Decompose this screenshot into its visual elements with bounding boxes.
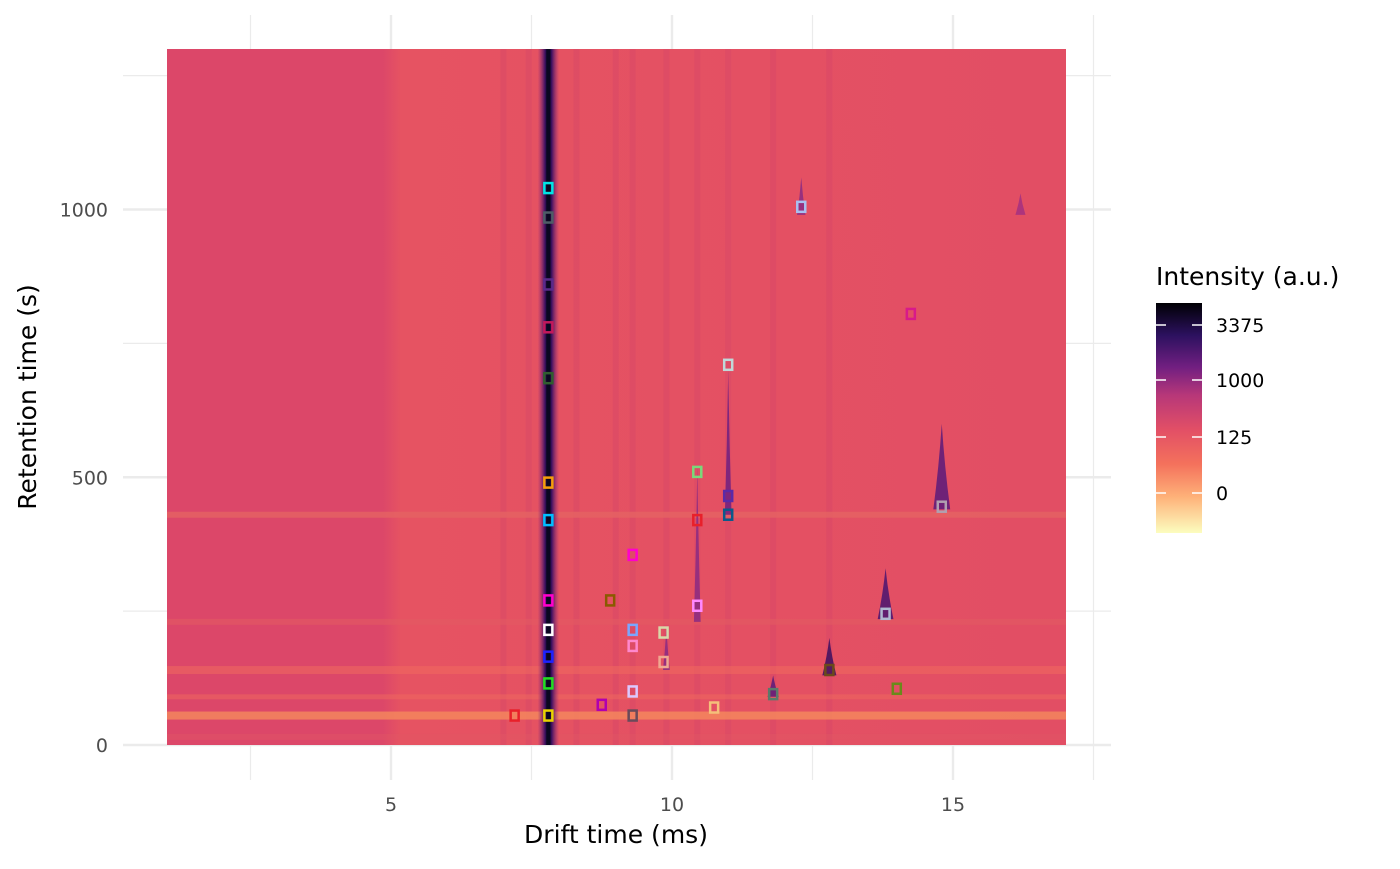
peak-marker xyxy=(543,211,554,224)
y-axis-title: Retention time (s) xyxy=(13,284,42,509)
peak-marker xyxy=(627,639,638,653)
heatmap-streak xyxy=(573,49,580,745)
legend-tick-label: 1000 xyxy=(1216,370,1264,392)
peak-marker xyxy=(543,513,554,527)
heatmap-streak xyxy=(826,49,833,745)
peak-marker xyxy=(509,709,520,722)
peak-marker xyxy=(627,709,638,722)
peak-marker xyxy=(824,663,835,677)
x-tick-label: 5 xyxy=(385,794,397,816)
heatmap-band xyxy=(167,618,1066,625)
peak-marker xyxy=(658,655,669,669)
reactant-ion-peak-core xyxy=(546,49,551,745)
heatmap-streak xyxy=(694,49,701,745)
peak-marker xyxy=(543,650,554,663)
peak-marker xyxy=(543,321,554,334)
heatmap-band xyxy=(167,666,1066,675)
peak-marker xyxy=(767,687,779,701)
heatmap-band xyxy=(167,711,1066,720)
peak-marker xyxy=(543,677,554,690)
heatmap-streak xyxy=(500,49,507,745)
heat-peak xyxy=(693,466,701,622)
heatmap-band xyxy=(167,694,1066,700)
heatmap-streak xyxy=(770,49,777,745)
peak-marker xyxy=(708,701,720,714)
peak-marker xyxy=(692,513,703,527)
heat-peak xyxy=(877,568,894,620)
axes: 5 10 15 0 500 1000 xyxy=(60,200,965,817)
peak-marker xyxy=(658,626,669,639)
peak-marker xyxy=(692,465,703,479)
heat-peak xyxy=(1015,193,1026,215)
heatmap-streak xyxy=(663,49,670,745)
peak-marker xyxy=(543,371,554,385)
heatmap-streak xyxy=(629,49,636,745)
y-tick-label: 1000 xyxy=(60,200,108,222)
peak-marker xyxy=(543,181,554,195)
peak-marker xyxy=(596,698,607,712)
peak-marker xyxy=(936,500,948,513)
heatmap-streak xyxy=(525,49,532,745)
y-tick-label: 500 xyxy=(72,467,108,489)
heatmap-streak xyxy=(612,49,619,745)
peak-marker xyxy=(796,200,807,214)
legend-tick-label: 0 xyxy=(1216,483,1228,505)
peak-marker xyxy=(627,548,638,562)
legend-colorbar xyxy=(1156,303,1202,533)
legend: Intensity (a.u.) 3375 1000 125 0 xyxy=(1156,262,1339,533)
heatmap-band xyxy=(167,511,1066,518)
peak-marker xyxy=(543,623,554,637)
x-axis-title: Drift time (ms) xyxy=(524,820,708,849)
x-tick-label: 15 xyxy=(941,794,965,816)
peak-marker xyxy=(627,623,638,637)
heatmap-band xyxy=(167,733,1066,740)
y-tick-label: 0 xyxy=(96,735,108,757)
peak-marker xyxy=(604,594,616,607)
heatmap-panel xyxy=(167,49,1066,745)
legend-tick-label: 3375 xyxy=(1216,315,1264,337)
heat-peak xyxy=(797,177,806,215)
x-tick-label: 10 xyxy=(660,794,684,816)
peak-marker xyxy=(722,508,734,521)
heatmap-background xyxy=(167,49,1066,745)
peak-marker xyxy=(692,599,703,613)
peak-marker xyxy=(543,278,554,291)
peak-marker xyxy=(891,682,903,696)
legend-title: Intensity (a.u.) xyxy=(1156,262,1339,291)
peak-marker xyxy=(543,594,554,607)
peak-marker xyxy=(722,489,734,503)
peak-marker xyxy=(627,685,638,698)
peak-marker xyxy=(543,476,554,489)
peak-marker xyxy=(543,709,554,722)
peak-marker xyxy=(722,358,734,372)
heat-peak xyxy=(933,423,951,510)
legend-tick-label: 125 xyxy=(1216,427,1252,449)
peak-marker xyxy=(880,607,891,621)
heat-peak xyxy=(724,370,732,515)
peak-marker xyxy=(905,307,917,321)
